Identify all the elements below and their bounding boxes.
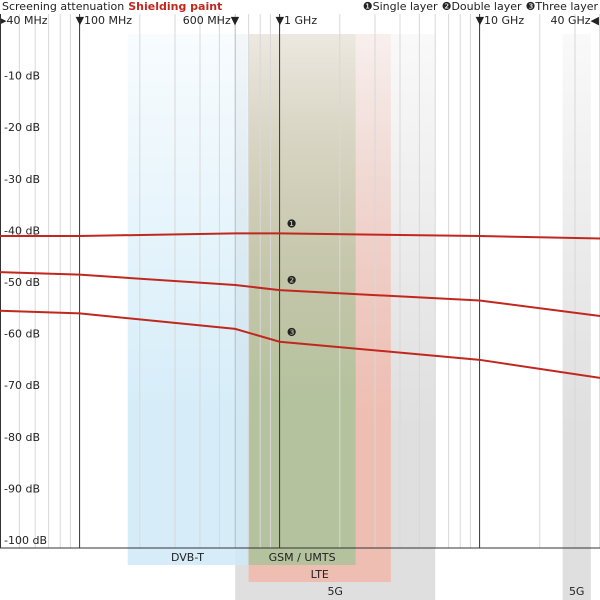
x-tick-label: ▼100 MHz: [76, 14, 133, 27]
band-label: DVB-T: [171, 551, 204, 564]
x-tick-label: ▼1 GHz: [276, 14, 318, 27]
series-line: [0, 232, 600, 240]
chart-title: Screening attenuation Shielding paint: [2, 0, 222, 13]
y-tick-label: -100 dB: [4, 534, 47, 547]
x-tick-label: ▼10 GHz: [476, 14, 525, 27]
series-annotation: ❷: [287, 274, 297, 287]
y-tick-label: -90 dB: [4, 482, 40, 495]
y-tick-label: -40 dB: [4, 224, 40, 237]
band-label: 5G: [327, 585, 343, 598]
legend-symbol: ❶: [363, 0, 373, 13]
y-tick-label: -80 dB: [4, 431, 40, 444]
series-annotation: ❸: [287, 326, 297, 339]
title: Screening attenuation: [2, 0, 124, 13]
legend-label: Single layer: [373, 0, 438, 13]
legend-label: Three layer: [534, 0, 598, 13]
y-tick-label: -60 dB: [4, 328, 40, 341]
band: [562, 34, 591, 600]
legend-symbol: ❸: [526, 0, 536, 13]
legend: ❶Single layer ❷Double layer ❸Three layer: [363, 0, 599, 13]
legend-label: Double layer: [451, 0, 522, 13]
x-tick-label: 40 GHz◀: [550, 14, 599, 27]
band-label: 5G: [569, 585, 585, 598]
series-line: [0, 309, 600, 379]
y-tick-label: -10 dB: [4, 70, 40, 83]
series-annotation: ❶: [287, 217, 297, 230]
band-label: GSM / UMTS: [269, 551, 336, 564]
y-tick-label: -50 dB: [4, 276, 40, 289]
y-tick-label: -70 dB: [4, 379, 40, 392]
x-tick-label: 600 MHz▼: [183, 14, 240, 27]
subtitle: Shielding paint: [128, 0, 222, 13]
x-tick-label: ▸40 MHz: [1, 14, 48, 27]
band: [248, 34, 356, 565]
y-tick-label: -20 dB: [4, 121, 40, 134]
band-label: LTE: [311, 568, 329, 581]
legend-symbol: ❷: [442, 0, 452, 13]
band: [127, 34, 248, 565]
series-line: [0, 271, 600, 317]
y-tick-label: -30 dB: [4, 173, 40, 186]
